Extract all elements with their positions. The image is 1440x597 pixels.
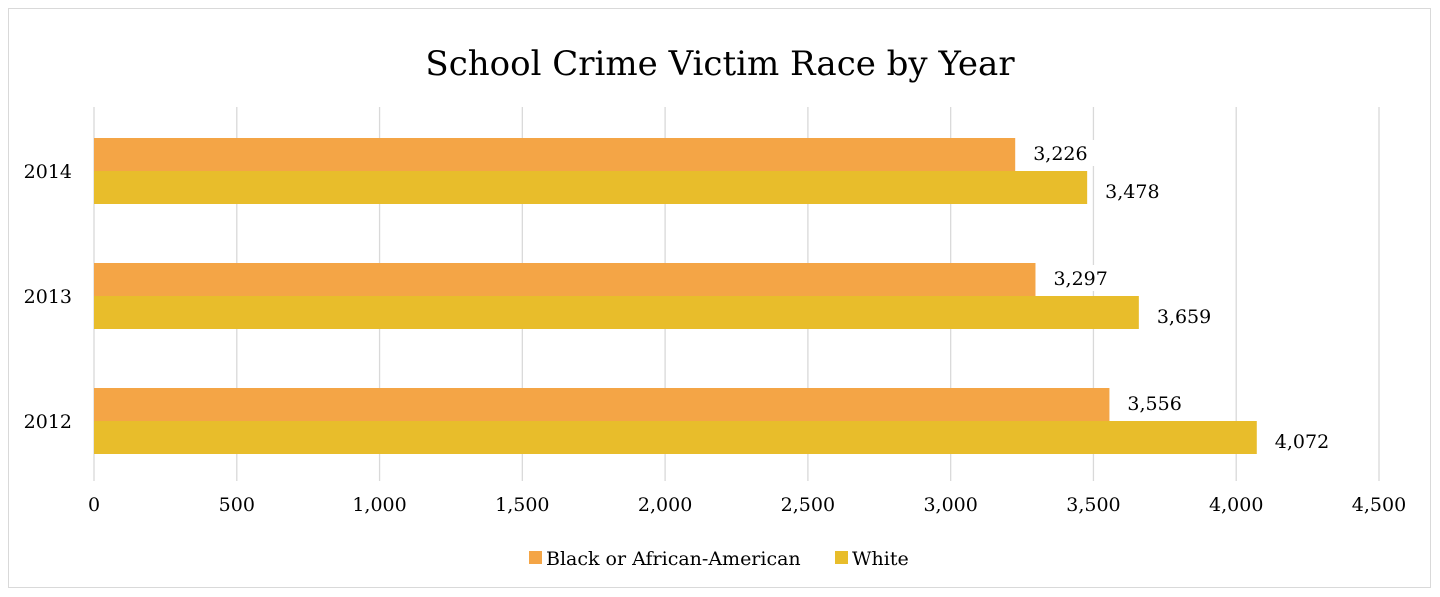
x-tick-label: 3,000 — [923, 494, 977, 516]
data-label-background — [1121, 390, 1200, 416]
legend-swatch-white — [835, 551, 848, 564]
axes: 0 500 1,000 1,500 2,000 2,500 3,000 3,500 4,000 4… — [24, 161, 1407, 516]
y-category-label: 2013 — [24, 286, 72, 308]
legend: Black or African-American White — [529, 548, 909, 570]
data-label-background — [1047, 265, 1126, 291]
data-label-background — [1268, 428, 1347, 454]
x-tick-label: 2,500 — [781, 494, 835, 516]
data-labels: 3,226 3,478 3,297 3,659 3,556 4,072 — [1027, 140, 1347, 454]
chart-frame: School Crime Victim Race by Year 3,226 3,… — [8, 8, 1431, 588]
data-label: 3,226 — [1033, 143, 1087, 165]
x-tick-label: 1,500 — [495, 494, 549, 516]
legend-label: Black or African-American — [546, 548, 801, 570]
y-category-label: 2014 — [24, 161, 72, 183]
bar-chart: School Crime Victim Race by Year 3,2263,… — [24, 44, 1407, 570]
data-label-background — [1027, 140, 1106, 166]
data-label: 3,659 — [1157, 306, 1211, 328]
data-label-background — [1150, 303, 1229, 329]
bar-black-african-american-2012 — [94, 388, 1110, 421]
data-label: 3,478 — [1105, 181, 1159, 203]
x-tick-label: 3,500 — [1066, 494, 1120, 516]
data-label: 3,297 — [1053, 268, 1107, 290]
y-category-label: 2012 — [24, 411, 72, 433]
bar-white-2014 — [94, 171, 1088, 204]
data-label: 3,556 — [1127, 393, 1181, 415]
bar-black-african-american-2013 — [94, 263, 1036, 296]
x-tick-label: 1,000 — [352, 494, 406, 516]
legend-swatch-black-african-american — [529, 551, 542, 564]
chart-title: School Crime Victim Race by Year — [425, 44, 1015, 84]
data-label-background — [1099, 178, 1178, 204]
x-tick-label: 500 — [219, 494, 255, 516]
x-tick-label: 4,500 — [1352, 494, 1406, 516]
x-tick-label: 0 — [88, 494, 100, 516]
bar-white-2012 — [94, 421, 1257, 454]
bar-black-african-american-2014 — [94, 138, 1016, 171]
legend-label: White — [852, 548, 909, 570]
data-label: 4,072 — [1275, 431, 1329, 453]
bar-white-2013 — [94, 296, 1139, 329]
x-tick-label: 4,000 — [1209, 494, 1263, 516]
x-tick-label: 2,000 — [638, 494, 692, 516]
bars — [94, 138, 1257, 454]
